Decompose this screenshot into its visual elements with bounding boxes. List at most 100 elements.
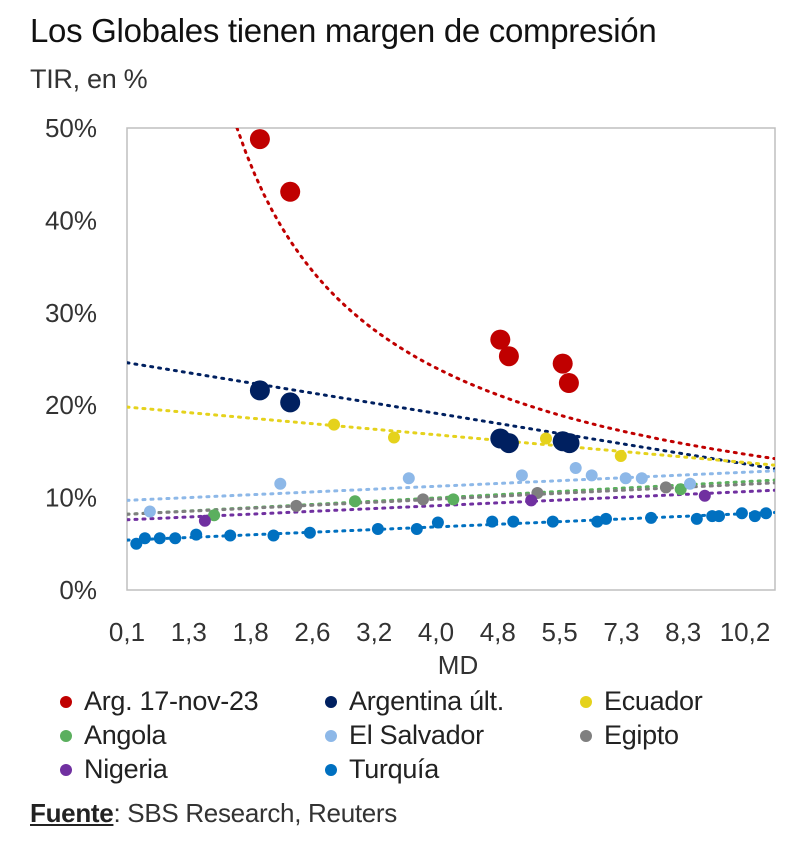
data-point-egipto	[417, 493, 429, 506]
data-point-turqu-a	[546, 515, 559, 528]
legend-item: Argentina últ.	[325, 686, 504, 717]
data-point-turqu-a	[267, 529, 280, 542]
data-point-el-salvador	[143, 505, 156, 518]
data-point-ecuador	[388, 431, 400, 444]
data-point-angola	[447, 493, 460, 506]
legend-label: Ecuador	[604, 686, 703, 716]
x-tick-label: 4,0	[418, 617, 454, 647]
data-point-turqu-a	[190, 528, 203, 541]
data-point-ecuador	[540, 432, 552, 445]
data-point-angola	[349, 495, 361, 508]
data-point-el-salvador	[684, 477, 696, 490]
source-note: Fuente: SBS Research, Reuters	[30, 798, 397, 829]
legend-marker-icon	[60, 729, 72, 742]
legend-marker-icon	[325, 695, 337, 708]
data-point-arg-17-nov-23	[249, 129, 270, 150]
x-axis-label: MD	[438, 650, 478, 680]
legend-item: El Salvador	[325, 720, 484, 751]
data-point-ecuador	[328, 418, 340, 431]
legend-marker-icon	[60, 763, 72, 776]
data-point-turqu-a	[371, 523, 384, 535]
data-point-arg-17-nov-23	[552, 353, 573, 374]
y-tick-label: 0%	[59, 575, 97, 605]
data-point-turqu-a	[303, 526, 316, 539]
x-tick-label: 2,6	[294, 617, 330, 647]
data-point-turqu-a	[138, 532, 151, 545]
data-point-angola	[674, 483, 687, 496]
data-point-el-salvador	[515, 469, 528, 482]
y-tick-label: 30%	[45, 298, 97, 328]
legend-label: Egipto	[604, 720, 679, 750]
x-tick-label: 5,5	[542, 617, 578, 647]
x-tick-label: 1,3	[171, 617, 207, 647]
data-point-turqu-a	[645, 511, 658, 524]
legend-marker-icon	[580, 729, 592, 742]
data-point-argentina-lt-	[280, 392, 301, 413]
y-tick-label: 20%	[45, 390, 97, 420]
data-point-turqu-a	[760, 507, 772, 520]
data-point-turqu-a	[410, 523, 423, 535]
data-point-el-salvador	[569, 462, 582, 474]
legend-marker-icon	[580, 695, 592, 708]
data-point-turqu-a	[507, 515, 520, 528]
data-point-turqu-a	[735, 507, 748, 520]
legend-label: Arg. 17-nov-23	[84, 686, 259, 716]
y-tick-label: 40%	[45, 205, 97, 235]
data-point-egipto	[659, 481, 672, 494]
legend-label: Argentina últ.	[349, 686, 504, 716]
data-point-turqu-a	[130, 537, 143, 550]
legend-item: Angola	[60, 720, 167, 751]
data-point-angola	[208, 509, 221, 522]
y-tick-label: 10%	[45, 483, 97, 513]
data-point-turqu-a	[224, 529, 237, 542]
x-tick-label: 0,1	[109, 617, 145, 647]
source-label: Fuente	[30, 798, 114, 828]
legend-marker-icon	[325, 729, 337, 742]
x-tick-label: 7,3	[603, 617, 639, 647]
x-tick-label: 3,2	[356, 617, 392, 647]
legend-label: Angola	[84, 720, 167, 750]
data-point-nigeria	[525, 494, 538, 507]
legend-marker-icon	[325, 763, 337, 776]
data-point-turqu-a	[748, 510, 761, 523]
data-point-turqu-a	[169, 532, 182, 545]
legend-label: El Salvador	[349, 720, 484, 750]
trendline-argentina-lt-	[127, 361, 775, 471]
data-point-argentina-lt-	[498, 433, 519, 454]
data-point-argentina-lt-	[559, 433, 580, 454]
x-tick-label: 8,3	[665, 617, 701, 647]
x-tick-label: 1,8	[233, 617, 269, 647]
data-point-arg-17-nov-23	[558, 373, 579, 393]
legend-item: Arg. 17-nov-23	[60, 686, 259, 717]
data-point-nigeria	[698, 489, 711, 502]
plot-layer	[127, 128, 775, 550]
chart-subtitle: TIR, en %	[30, 64, 148, 94]
data-point-el-salvador	[274, 477, 287, 490]
data-point-turqu-a	[431, 516, 444, 529]
data-point-el-salvador	[402, 472, 415, 485]
y-tick-label: 50%	[45, 113, 97, 143]
data-point-arg-17-nov-23	[490, 329, 511, 350]
legend-marker-icon	[60, 695, 72, 708]
legend-item: Turquía	[325, 754, 439, 785]
data-point-el-salvador	[635, 472, 648, 485]
data-point-turqu-a	[153, 532, 166, 545]
data-point-nigeria	[198, 514, 211, 527]
x-tick-label: 4,8	[480, 617, 516, 647]
legend-item: Nigeria	[60, 754, 168, 785]
data-point-el-salvador	[619, 472, 632, 485]
legend-label: Turquía	[349, 754, 439, 784]
data-point-el-salvador	[585, 469, 598, 482]
legend-item: Ecuador	[580, 686, 703, 717]
data-point-egipto	[290, 499, 303, 512]
data-point-turqu-a	[713, 510, 725, 523]
scatter-chart: 0% 10% 20% 30% 40% 50% 0,1 1,3 1,8 2,6 3,2 4,0 4,8 5,…	[45, 113, 776, 680]
x-tick-label: 10,2	[720, 617, 771, 647]
data-point-arg-17-nov-23	[498, 346, 519, 367]
source-text: : SBS Research, Reuters	[113, 798, 397, 828]
trendline-ecuador	[127, 405, 775, 467]
data-point-ecuador	[614, 450, 627, 462]
data-point-argentina-lt-	[249, 380, 270, 401]
trendline-arg-17-nov-23	[235, 128, 775, 461]
data-point-turqu-a	[486, 515, 499, 528]
